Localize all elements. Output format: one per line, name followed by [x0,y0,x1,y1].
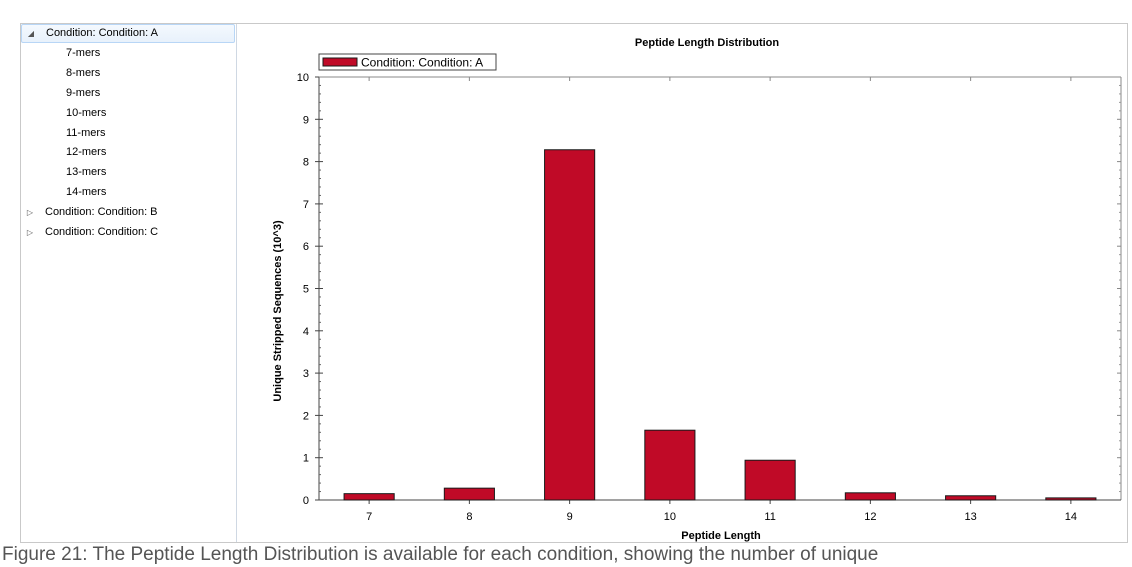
x-tick-label: 10 [664,511,676,523]
y-axis: 0 1 2 3 4 5 6 7 8 9 10 [297,72,1122,507]
bar-8[interactable] [443,487,495,501]
y-tick-label: 0 [303,495,309,507]
chart-legend: Condition: Condition: A [318,53,497,71]
y-tick-label: 5 [303,284,309,296]
legend-label: Condition: Condition: A [361,56,483,70]
tree-item-11-mers[interactable]: 11-mers [21,124,235,143]
tree-item-12-mers[interactable]: 12-mers [21,143,235,162]
tree-group-2[interactable]: ▷ Condition: Condition: C [21,223,235,242]
chart-panel: Peptide Length Distribution Condition: C… [237,24,1127,542]
tree-group-0[interactable]: ◢ Condition: Condition: A [21,24,235,43]
figure-caption: Figure 21: The Peptide Length Distributi… [2,544,879,565]
tree-item-label: 14-mers [66,186,107,199]
y-tick-label: 10 [297,72,309,84]
x-tick-label: 7 [366,511,372,523]
expand-arrow-icon[interactable]: ▷ [26,228,34,237]
bar-13[interactable] [945,495,997,501]
bar-11[interactable] [744,459,796,501]
tree-item-label: 9-mers [66,86,101,99]
x-axis: 7 8 9 10 11 12 13 14 [319,76,1121,523]
y-tick-label: 1 [303,453,309,465]
y-tick-label: 7 [303,199,309,211]
tree-item-label: 11-mers [66,126,106,139]
y-tick-label: 4 [303,326,309,338]
x-tick-label: 14 [1065,511,1077,523]
tree-item-label: 8-mers [66,66,101,79]
tree-item-7-mers[interactable]: 7-mers [21,44,235,63]
tree-group-label: Condition: Condition: B [45,206,158,219]
x-tick-label: 8 [466,511,472,523]
bar-10[interactable] [644,429,696,501]
condition-tree-panel[interactable]: ◢ Condition: Condition: A 7-mers 8-mers 9-me… [21,24,237,542]
bar-9[interactable] [544,149,596,501]
bars [343,149,1097,501]
tree-group-1[interactable]: ▷ Condition: Condition: B [21,203,235,222]
tree-group-label: Condition: Condition: C [45,226,159,238]
bar-7[interactable] [343,493,395,501]
tree-item-8-mers[interactable]: 8-mers [21,64,235,83]
tree-group-label: Condition: Condition: A [46,27,158,39]
y-axis-label: Unique Stripped Sequences (10^3) [272,220,284,402]
peptide-length-chart: Peptide Length Distribution Condition: C… [272,37,1122,542]
tree-item-9-mers[interactable]: 9-mers [21,84,235,103]
tree-item-14-mers[interactable]: 14-mers [21,183,235,202]
bar-12[interactable] [844,492,896,501]
legend-box [318,53,497,71]
x-tick-label: 12 [864,511,876,523]
x-tick-label: 9 [567,511,573,523]
y-tick-label: 3 [303,368,309,380]
tree-item-label: 10-mers [66,106,107,119]
bar-14[interactable] [1045,497,1097,501]
tree-item-13-mers[interactable]: 13-mers [21,163,235,182]
y-tick-label: 9 [303,114,309,126]
tree-item-label: 12-mers [66,146,107,159]
y-tick-label: 2 [303,410,309,422]
tree-item-label: 7-mers [66,46,101,59]
app-window: ◢ Condition: Condition: A 7-mers 8-mers 9-me… [20,23,1128,543]
x-tick-label: 11 [764,511,775,523]
collapse-arrow-icon[interactable]: ◢ [27,29,35,38]
y-tick-label: 8 [303,157,309,169]
chart-title: Peptide Length Distribution [635,37,779,49]
expand-arrow-icon[interactable]: ▷ [26,208,34,218]
x-axis-label: Peptide Length [681,530,761,542]
legend-swatch [322,57,358,67]
tree-item-10-mers[interactable]: 10-mers [21,104,235,123]
tree-item-label: 13-mers [66,166,107,179]
y-tick-label: 6 [303,241,309,253]
x-tick-label: 13 [965,511,977,523]
